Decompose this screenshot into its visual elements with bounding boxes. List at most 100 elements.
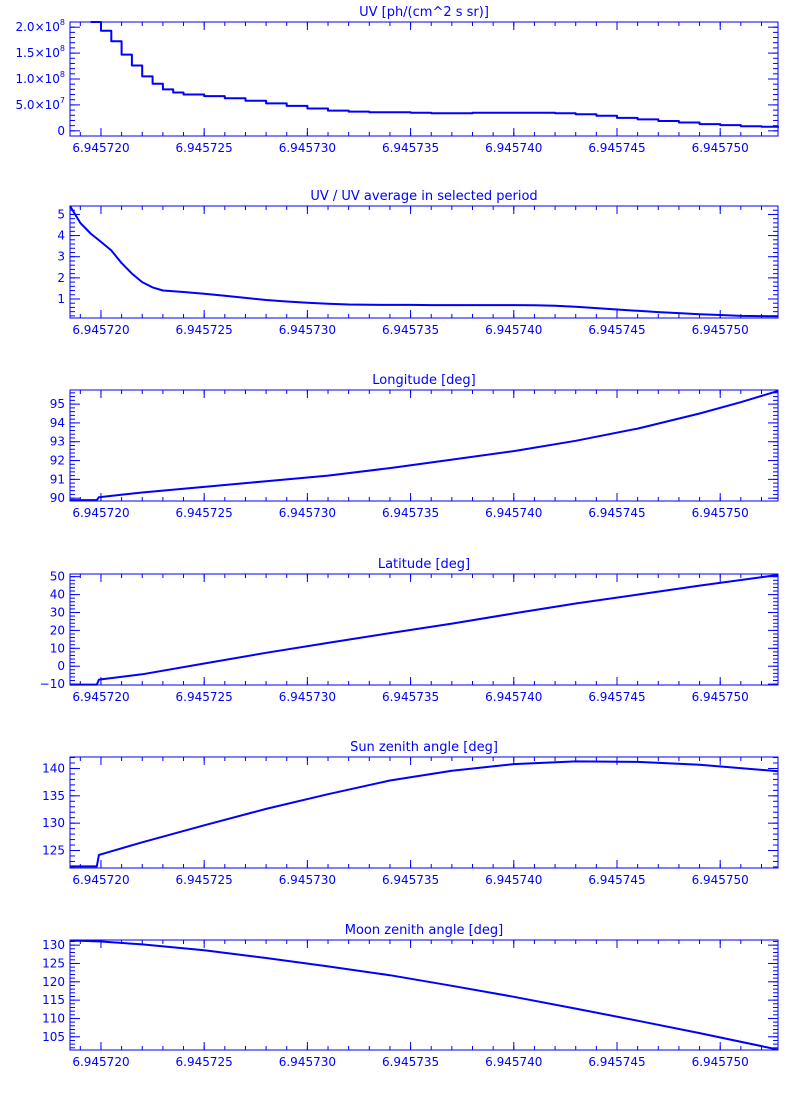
x-tick-label: 6.945730 [279, 873, 336, 887]
x-tick-label: 6.945740 [485, 1055, 542, 1069]
plot-frame [69, 21, 779, 137]
chart-panel-2: UV / UV average in selected period 6.9457… [57, 189, 779, 337]
y-tick-label: 95 [50, 397, 65, 411]
series-line [70, 939, 779, 1051]
y-tick-mantissa: 3 [57, 250, 65, 264]
y-tick-label: 130 [42, 816, 65, 830]
y-tick-label: 110 [42, 1011, 65, 1025]
y-tick-mantissa: 125 [42, 956, 65, 970]
chart-panel-6: Moon zenith angle [deg] 6.945720 6.945725 6… [42, 923, 779, 1069]
y-tick-label: 92 [50, 454, 65, 468]
x-tick-label: 6.945745 [588, 141, 645, 155]
y-tick-mantissa: 1 [57, 292, 65, 306]
y-tick-mantissa: 110 [42, 1011, 65, 1025]
chart-panel-5: Sun zenith angle [deg] 6.945720 6.945725 6.… [42, 740, 779, 887]
x-tick-label: 6.945740 [485, 690, 542, 704]
x-tick-label: 6.945750 [692, 506, 749, 520]
x-tick-label: 6.945735 [382, 506, 439, 520]
chart-title: Latitude [deg] [378, 557, 470, 572]
y-tick-mantissa: 5.0×10 [15, 98, 59, 112]
x-tick-label: 6.945745 [588, 690, 645, 704]
x-tick-label: 6.945740 [485, 323, 542, 337]
y-tick-mantissa: 30 [50, 605, 65, 619]
y-tick-label: 10 [50, 641, 65, 655]
plot-frame [69, 389, 779, 502]
y-tick-label: 120 [42, 975, 65, 989]
y-tick-label: 1 [57, 292, 65, 306]
x-tick-label: 6.945735 [382, 690, 439, 704]
y-tick-mantissa: 105 [42, 1030, 65, 1044]
chart-panel-4: Latitude [deg] 6.945720 6.945725 6.945730 6.… [40, 557, 779, 704]
series-line [70, 760, 779, 868]
y-tick-mantissa: 2 [57, 271, 65, 285]
y-tick-mantissa: 0 [57, 124, 65, 138]
y-tick-label: 4 [57, 229, 65, 243]
y-tick-mantissa: 10 [50, 641, 65, 655]
y-tick-mantissa: 135 [42, 789, 65, 803]
y-tick-mantissa: 1.5×10 [15, 46, 59, 60]
y-tick-mantissa: 125 [42, 844, 65, 858]
x-tick-label: 6.945740 [485, 506, 542, 520]
y-tick-label: 125 [42, 956, 65, 970]
y-tick-mantissa: 1.0×10 [15, 72, 59, 86]
x-tick-label: 6.945745 [588, 873, 645, 887]
x-tick-label: 6.945725 [176, 690, 233, 704]
y-tick-label: 30 [50, 605, 65, 619]
y-tick-label: 2 [57, 271, 65, 285]
y-tick-mantissa: 115 [42, 993, 65, 1007]
series-line [70, 573, 779, 686]
y-tick-mantissa: 93 [50, 435, 65, 449]
x-tick-label: 6.945735 [382, 323, 439, 337]
y-tick-mantissa: 94 [50, 416, 65, 430]
y-tick-label: 90 [50, 491, 65, 505]
chart-title: UV / UV average in selected period [310, 189, 537, 204]
x-tick-label: 6.945750 [692, 1055, 749, 1069]
series-line [69, 205, 779, 318]
x-tick-label: 6.945725 [176, 323, 233, 337]
x-tick-label: 6.945720 [72, 873, 129, 887]
chart-panel-3: Longitude [deg] 6.945720 6.945725 6.945730 6… [50, 373, 779, 520]
y-tick-mantissa: 90 [50, 491, 65, 505]
x-tick-label: 6.945740 [485, 873, 542, 887]
y-tick-mantissa: 95 [50, 397, 65, 411]
x-tick-label: 6.945720 [72, 1055, 129, 1069]
x-tick-label: 6.945750 [692, 873, 749, 887]
x-tick-label: 6.945725 [176, 873, 233, 887]
y-tick-mantissa: 20 [50, 623, 65, 637]
plot-frame [69, 756, 779, 869]
y-tick-exponent: 8 [60, 70, 65, 79]
y-tick-label: 1.0×108 [15, 70, 65, 86]
y-tick-mantissa: 0 [57, 659, 65, 673]
x-tick-label: 6.945740 [485, 141, 542, 155]
chart-title: Sun zenith angle [deg] [350, 740, 498, 755]
y-tick-label: 1.5×108 [15, 44, 65, 60]
x-tick-label: 6.945720 [72, 506, 129, 520]
y-tick-mantissa: 130 [42, 938, 65, 952]
y-tick-exponent: 8 [60, 44, 65, 53]
x-tick-label: 6.945725 [176, 506, 233, 520]
plot-frame [69, 939, 779, 1051]
x-tick-label: 6.945725 [176, 1055, 233, 1069]
x-tick-label: 6.945745 [588, 506, 645, 520]
x-tick-label: 6.945750 [692, 323, 749, 337]
plot-frame [69, 573, 779, 686]
x-tick-label: 6.945720 [72, 323, 129, 337]
y-tick-label: 20 [50, 623, 65, 637]
y-tick-label: 5 [57, 207, 65, 221]
y-tick-label: 91 [50, 472, 65, 486]
y-tick-exponent: 8 [60, 18, 65, 27]
y-tick-label: 115 [42, 993, 65, 1007]
y-tick-label: 125 [42, 844, 65, 858]
chart-title: UV [ph/(cm^2 s sr)] [359, 5, 489, 20]
y-tick-mantissa: −10 [40, 677, 65, 691]
x-tick-label: 6.945735 [382, 141, 439, 155]
y-tick-label: 140 [42, 761, 65, 775]
chart-panel-1: UV [ph/(cm^2 s sr)] 6.945720 6.945725 6.945… [15, 5, 779, 155]
y-tick-label: 93 [50, 435, 65, 449]
y-tick-label: 3 [57, 250, 65, 264]
series-line [70, 389, 779, 502]
y-tick-mantissa: 91 [50, 472, 65, 486]
x-tick-label: 6.945730 [279, 690, 336, 704]
y-tick-label: 40 [50, 588, 65, 602]
y-tick-mantissa: 2.0×10 [15, 20, 59, 34]
